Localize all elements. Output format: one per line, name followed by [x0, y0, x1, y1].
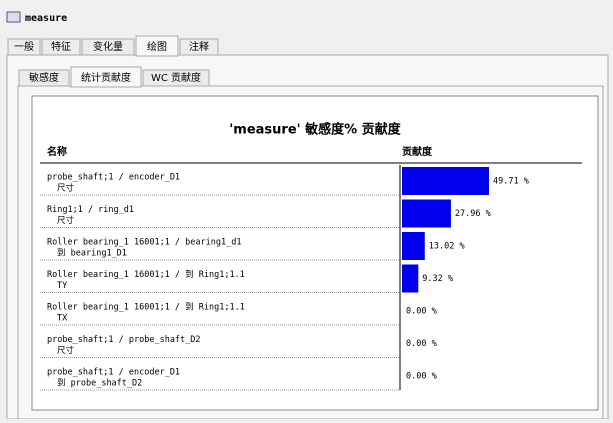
subtab-label[interactable]: 统计贡献度	[81, 71, 131, 84]
value-label: 13.02 %	[429, 242, 465, 252]
bar	[402, 199, 451, 228]
subtab[interactable]	[142, 69, 210, 87]
row-detail: 尺寸	[57, 345, 75, 356]
subtab-label[interactable]: WC 贡献度	[151, 71, 201, 84]
row-detail: TY	[57, 281, 67, 291]
value-label: 49.71 %	[493, 177, 529, 187]
row-detail: 到 bearing1_D1	[57, 249, 127, 259]
tab-label[interactable]: 注释	[189, 40, 209, 53]
column-header: 贡献度	[402, 145, 433, 158]
subtab-label[interactable]: 敏感度	[29, 71, 59, 84]
tab-label[interactable]: 绘图	[147, 40, 167, 53]
row-name: Roller bearing_1 16001;1 / 到 Ring1;1.1	[47, 270, 245, 280]
row-detail: 尺寸	[57, 215, 75, 226]
value-label: 0.00 %	[406, 307, 437, 317]
value-label: 27.96 %	[455, 209, 491, 219]
tab-label[interactable]: 特征	[51, 41, 71, 53]
row-detail: 尺寸	[57, 183, 75, 194]
bar	[402, 232, 425, 260]
bar	[402, 167, 489, 195]
tab[interactable]	[81, 38, 135, 56]
row-name: Roller bearing_1 16001;1 / bearing1_d1	[47, 238, 241, 248]
row-name: Roller bearing_1 16001;1 / 到 Ring1;1.1	[47, 303, 245, 313]
tab[interactable]	[41, 38, 81, 56]
row-name: probe_shaft;1 / probe_shaft_D2	[47, 335, 201, 345]
tab-label[interactable]: 变化量	[93, 40, 123, 53]
tab[interactable]	[179, 38, 219, 56]
tab[interactable]	[135, 35, 179, 57]
subtab[interactable]	[18, 69, 70, 87]
tab[interactable]	[7, 38, 41, 56]
row-name: probe_shaft;1 / encoder_D1	[47, 368, 180, 378]
value-label: 9.32 %	[422, 274, 453, 284]
bar	[402, 264, 419, 293]
row-detail: 到 probe_shaft_D2	[57, 379, 142, 389]
value-label: 0.00 %	[406, 372, 437, 382]
icon	[6, 11, 21, 23]
row-detail: TX	[57, 314, 68, 324]
tab-label[interactable]: 一般	[14, 40, 34, 53]
subtab[interactable]	[70, 66, 142, 88]
column-header: 名称	[47, 145, 67, 158]
row-name: probe_shaft;1 / encoder_D1	[47, 173, 180, 183]
value-label: 0.00 %	[406, 339, 437, 349]
report-title: 'measure' 敏感度% 贡献度	[229, 122, 401, 138]
window-title: measure	[25, 13, 67, 24]
row-name: Ring1;1 / ring_d1	[47, 205, 134, 215]
